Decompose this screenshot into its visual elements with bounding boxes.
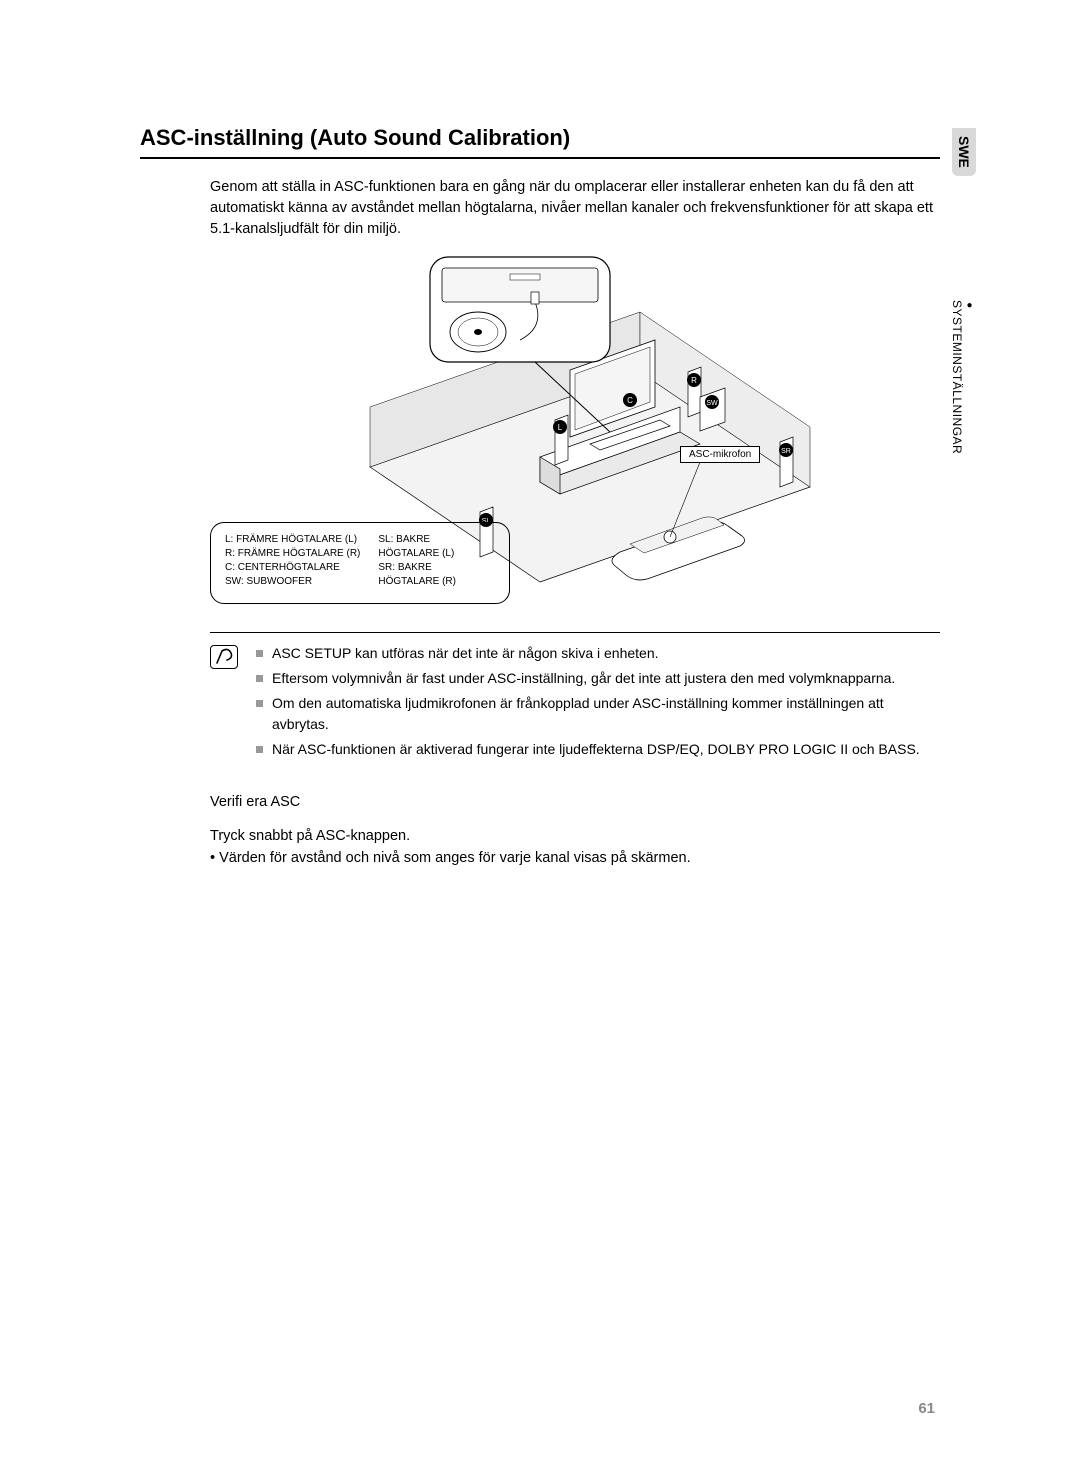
- diagram-area: L R C SW SL SR ASC-mikrofon L: FRÄ: [140, 252, 940, 612]
- svg-text:R: R: [691, 376, 697, 385]
- legend-l: L: FRÄMRE HÖGTALARE (L): [225, 533, 360, 547]
- speaker-legend: L: FRÄMRE HÖGTALARE (L) R: FRÄMRE HÖGTAL…: [210, 522, 510, 604]
- verify-line: • Värden för avstånd och nivå som anges …: [210, 848, 940, 870]
- legend-sl1: SL: BAKRE: [378, 533, 456, 547]
- section-label: SYSTEMINSTÄLLNINGAR: [950, 300, 975, 454]
- legend-sw: SW: SUBWOOFER: [225, 575, 360, 589]
- svg-text:L: L: [558, 423, 563, 432]
- note-list: ASC SETUP kan utföras när det inte är nå…: [256, 643, 940, 764]
- verify-heading: Verifi era ASC: [210, 794, 940, 810]
- page-number: 61: [918, 1400, 935, 1417]
- legend-sr2: HÖGTALARE (R): [378, 575, 456, 589]
- svg-text:SW: SW: [706, 400, 718, 407]
- note-item: Om den automatiska ljudmikrofonen är frå…: [256, 693, 940, 735]
- legend-sl2: HÖGTALARE (L): [378, 547, 456, 561]
- intro-paragraph: Genom att ställa in ASC-funktionen bara …: [210, 177, 940, 240]
- note-item: Eftersom volymnivån är fast under ASC-in…: [256, 668, 940, 689]
- mic-label: ASC-mikrofon: [680, 446, 760, 463]
- verify-line: Tryck snabbt på ASC-knappen.: [210, 826, 940, 848]
- legend-sr1: SR: BAKRE: [378, 561, 456, 575]
- svg-text:SR: SR: [781, 448, 791, 455]
- page-title: ASC-inställning (Auto Sound Calibration): [140, 125, 940, 159]
- verify-body: Tryck snabbt på ASC-knappen. • Värden fö…: [210, 826, 940, 870]
- note-icon: [210, 645, 238, 669]
- note-item: ASC SETUP kan utföras när det inte är nå…: [256, 643, 940, 664]
- language-tab: SWE: [952, 128, 976, 176]
- note-item: När ASC-funktionen är aktiverad fungerar…: [256, 739, 940, 760]
- svg-text:C: C: [627, 396, 633, 405]
- divider: [210, 632, 940, 633]
- legend-c: C: CENTERHÖGTALARE: [225, 561, 360, 575]
- legend-r: R: FRÄMRE HÖGTALARE (R): [225, 547, 360, 561]
